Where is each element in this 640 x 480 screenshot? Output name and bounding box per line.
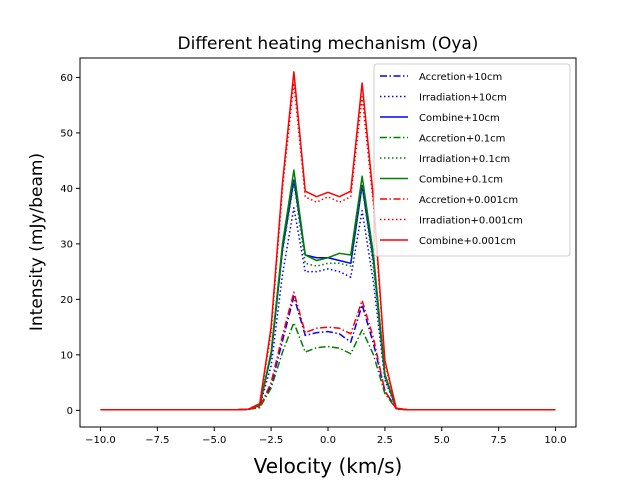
x-tick-label: 5.0: [434, 435, 450, 446]
x-tick-label: 10.0: [544, 435, 566, 446]
legend-label-0: Accretion+10cm: [419, 72, 502, 83]
legend: Accretion+10cm Irradiation+10cm Combine+10…: [373, 63, 571, 257]
y-tick-label: 60: [60, 73, 73, 84]
legend-label-8: Combine+0.001cm: [419, 236, 516, 247]
y-axis-ticks: 0 10 20 30 40 50 60: [60, 73, 80, 417]
series-line-3: [100, 321, 556, 411]
y-axis-label: Intensity (mJy/beam): [27, 153, 47, 331]
y-tick-label: 10: [60, 350, 73, 361]
x-tick-label: 7.5: [491, 435, 507, 446]
x-tick-label: −5.0: [202, 435, 226, 446]
y-tick-label: 40: [60, 184, 73, 195]
y-tick-label: 20: [60, 295, 73, 306]
legend-label-4: Irradiation+0.1cm: [419, 154, 510, 165]
legend-label-5: Combine+0.1cm: [419, 175, 503, 186]
legend-label-2: Combine+10cm: [419, 113, 500, 124]
chart-title: Different heating mechanism (Oya): [178, 34, 479, 54]
x-tick-label: −2.5: [259, 435, 283, 446]
y-tick-label: 50: [60, 128, 73, 139]
plot-lines: [100, 71, 556, 411]
x-tick-label: −10.0: [85, 435, 116, 446]
legend-label-6: Accretion+0.001cm: [419, 195, 518, 206]
series-line-6: [100, 291, 556, 411]
legend-label-7: Irradiation+0.001cm: [419, 216, 523, 227]
y-tick-label: 30: [60, 239, 73, 250]
x-tick-label: 2.5: [377, 435, 393, 446]
series-line-0: [100, 295, 556, 411]
series-line-1: [100, 207, 556, 411]
y-tick-label: 0: [67, 406, 73, 417]
series-line-8: [100, 71, 556, 411]
x-axis-ticks: −10.0 −7.5 −5.0 −2.5 0.0 2.5 5.0 7.5 10.0: [85, 427, 567, 446]
legend-frame: [373, 63, 571, 257]
x-tick-label: 0.0: [320, 435, 336, 446]
legend-label-1: Irradiation+10cm: [419, 93, 507, 104]
x-tick-label: −7.5: [145, 435, 169, 446]
legend-label-3: Accretion+0.1cm: [419, 134, 505, 145]
x-axis-label: Velocity (km/s): [254, 454, 403, 478]
